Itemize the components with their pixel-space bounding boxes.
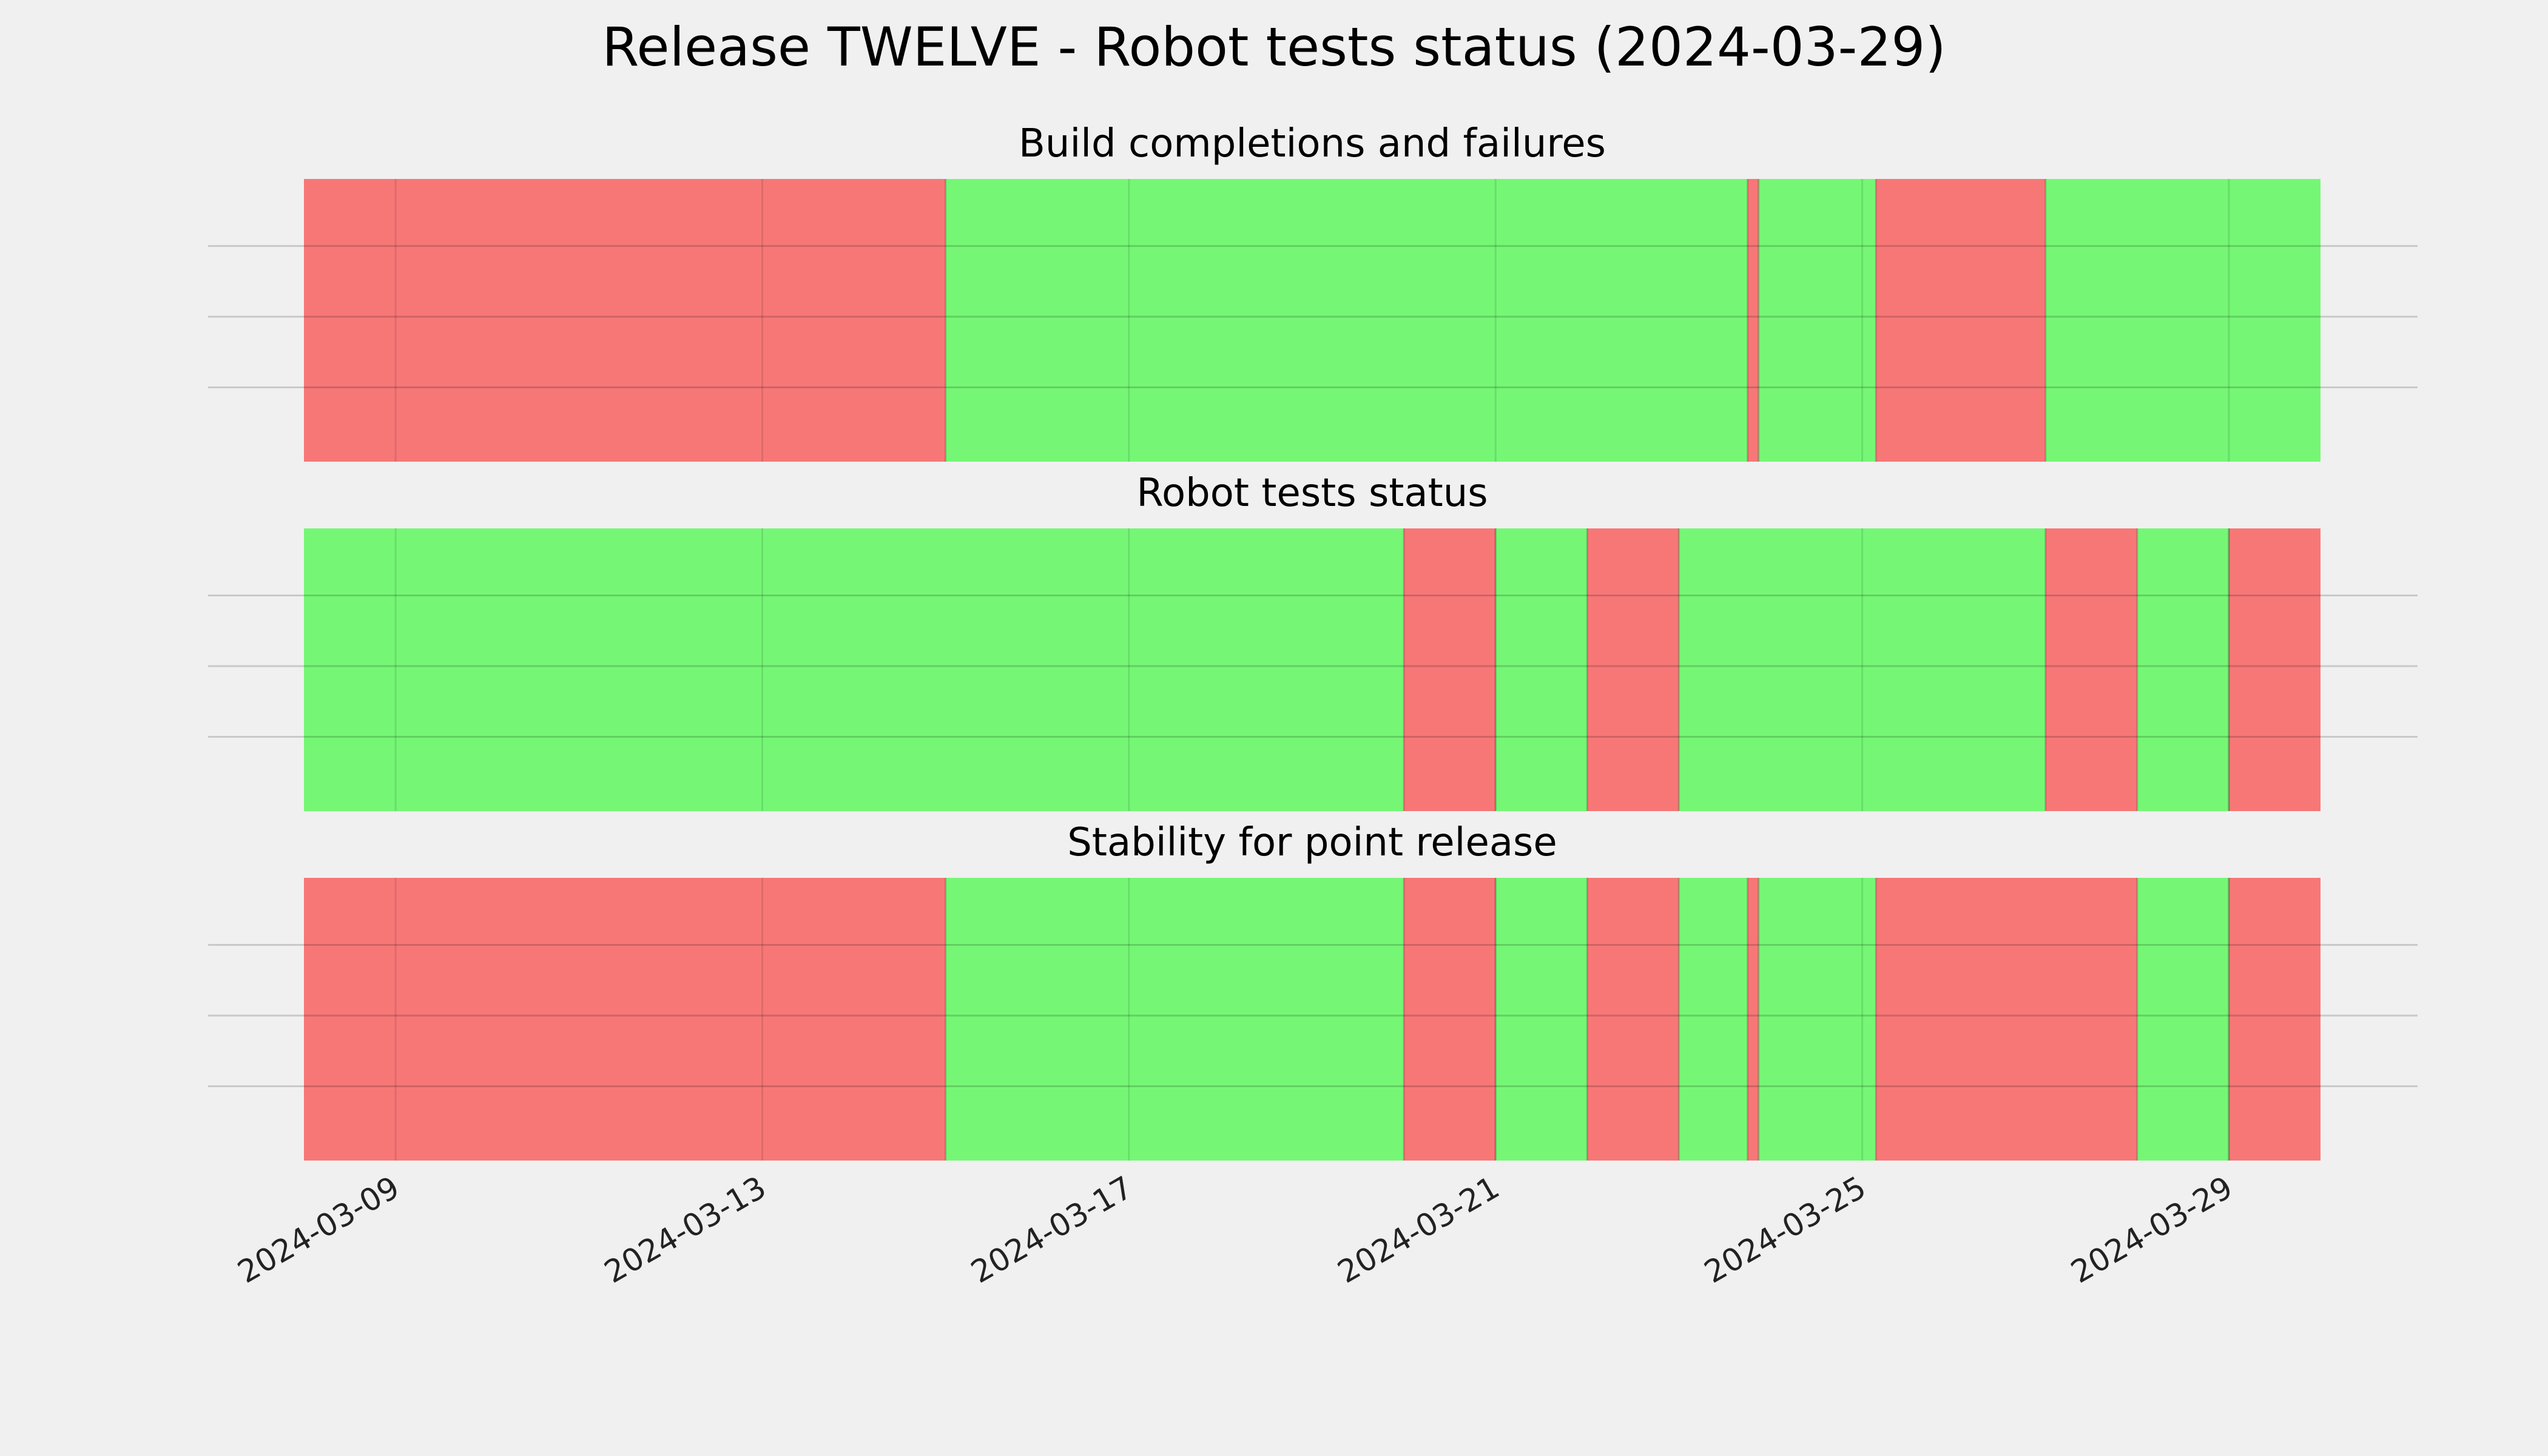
status-segment-fail [1747,878,1759,1161]
status-segment-pass [2137,528,2229,811]
status-segment-pass [1758,878,1876,1161]
status-segment-pass [1679,528,2046,811]
status-segment-fail [1876,179,2046,462]
status-segment-pass [945,878,1404,1161]
panel-2: Robot tests status [208,471,2418,811]
status-segment-fail [1404,878,1496,1161]
panel-1: Build completions and failures [208,121,2418,462]
status-segment-fail [1587,878,1679,1161]
status-segment-fail [1404,528,1496,811]
chart-title: Release TWELVE - Robot tests status (202… [602,16,1946,78]
status-segment-fail [304,179,946,462]
status-segment-fail [304,878,946,1161]
status-segment-fail [1876,878,2137,1161]
status-segment-fail [2228,528,2320,811]
status-segment-pass [2045,179,2320,462]
status-segment-pass [1495,528,1588,811]
status-segment-fail [2045,528,2137,811]
status-segment-pass [1679,878,1748,1161]
status-segment-pass [304,528,1404,811]
status-segment-pass [1495,878,1588,1161]
panel-title: Robot tests status [1136,471,1488,516]
status-segment-pass [2137,878,2229,1161]
status-segment-pass [945,179,1748,462]
status-segment-fail [2228,878,2320,1161]
status-segment-fail [1747,179,1759,462]
panel-title: Build completions and failures [1019,121,1606,166]
panels-group: Build completions and failures Robot test… [208,121,2418,1161]
panel-3: Stability for point release [208,820,2418,1161]
status-segment-fail [1587,528,1679,811]
status-segment-pass [1758,179,1876,462]
panel-title: Stability for point release [1067,820,1557,865]
